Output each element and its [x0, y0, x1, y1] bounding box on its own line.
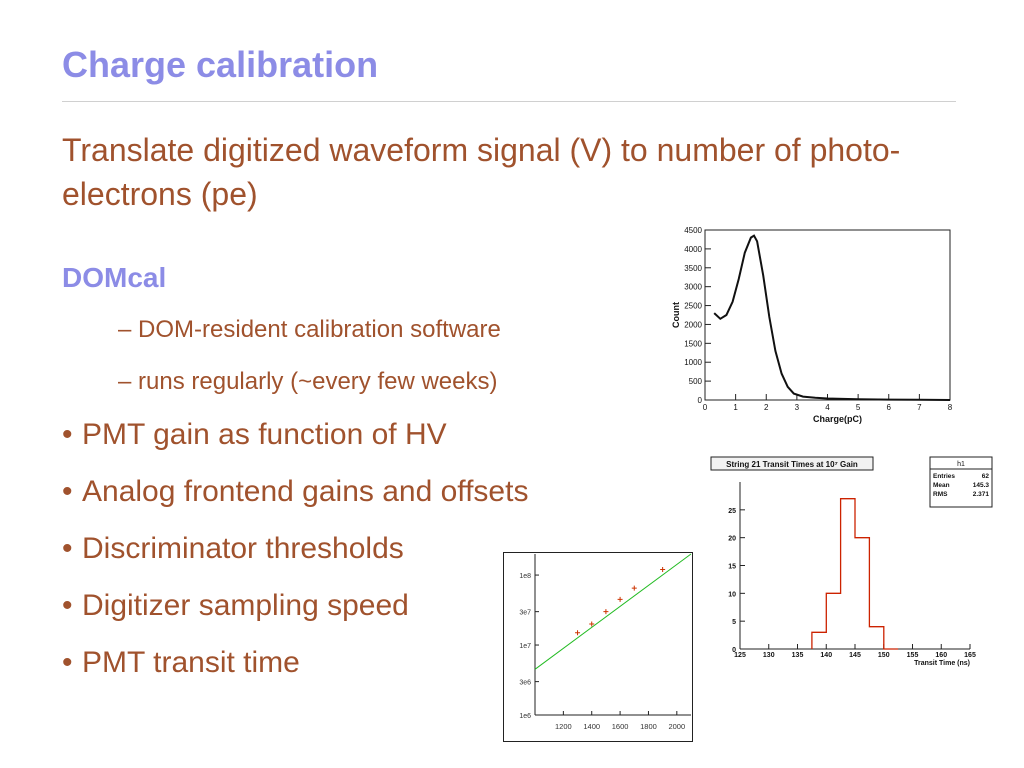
stats-label: RMS — [933, 491, 948, 498]
y-tick-label: 3e7 — [519, 610, 531, 617]
transit-time-histogram: String 21 Transit Times at 10⁷ Gain h1Ent… — [705, 452, 995, 670]
bullet-item: • PMT transit time — [62, 646, 300, 680]
y-tick-label: 1e7 — [519, 643, 531, 650]
x-tick-label: 1200 — [555, 722, 572, 731]
y-tick-label: 1000 — [684, 358, 702, 367]
sub-item-text: runs regularly (~every few weeks) — [138, 368, 498, 395]
x-tick-label: 6 — [887, 403, 892, 412]
y-tick-label: 500 — [689, 377, 703, 386]
stats-label: Entries — [933, 473, 955, 480]
y-tick-label: 0 — [698, 396, 703, 405]
title-divider — [62, 101, 956, 102]
data-point — [617, 596, 623, 602]
sub-item: – DOM-resident calibration software — [118, 316, 501, 344]
x-tick-label: 5 — [856, 403, 861, 412]
x-tick-label: 125 — [734, 652, 746, 659]
y-axis-label: Count — [671, 302, 681, 328]
bullet-item: • PMT gain as function of HV — [62, 418, 447, 452]
y-tick-label: 1500 — [684, 339, 702, 348]
x-tick-label: 145 — [849, 652, 861, 659]
data-point — [589, 621, 595, 627]
x-tick-label: 160 — [935, 652, 947, 659]
y-tick-label: 10 — [728, 591, 736, 598]
bullet-item: • Discriminator thresholds — [62, 532, 404, 566]
bullet-marker: • — [62, 418, 73, 451]
histogram-outline — [811, 498, 899, 650]
bullet-marker: • — [62, 532, 73, 565]
bullet-text: PMT transit time — [82, 646, 300, 679]
charge-distribution-chart: 0 500 1000 1500 2000 2500 3000 3500 4000 4500 0 1 2 3… — [671, 226, 953, 424]
y-tick-label: 5 — [732, 619, 736, 626]
dash-marker: – — [118, 316, 132, 343]
fit-line — [534, 553, 692, 670]
bullet-text: Discriminator thresholds — [82, 532, 404, 565]
section-heading: DOMcal — [62, 262, 167, 293]
x-tick-label: 165 — [964, 652, 976, 659]
stats-value: 62 — [982, 473, 990, 480]
stats-box — [929, 456, 993, 508]
y-tick-label: 1e8 — [519, 573, 531, 580]
bullet-marker: • — [62, 475, 73, 508]
data-point — [575, 630, 581, 636]
x-tick-label: 3 — [795, 403, 800, 412]
intro-text: Translate digitized waveform signal (V) … — [62, 132, 901, 212]
x-tick-label: 1600 — [612, 722, 629, 731]
y-tick-label: 2000 — [684, 320, 702, 329]
chart-title: String 21 Transit Times at 10⁷ Gain — [726, 460, 858, 469]
data-point — [660, 567, 666, 573]
gain-vs-hv-chart: 1e6 3e6 1e7 3e7 1e8 1200 1400 1600 1800 2000 — [503, 552, 693, 742]
y-tick-label: 1e6 — [519, 713, 531, 720]
bullet-marker: • — [62, 589, 73, 622]
bullet-item: • Digitizer sampling speed — [62, 589, 409, 623]
y-tick-label: 15 — [728, 564, 736, 571]
x-tick-label: 1800 — [640, 722, 657, 731]
sub-item-text: DOM-resident calibration software — [138, 316, 501, 343]
bullet-marker: • — [62, 646, 73, 679]
x-tick-label: 150 — [878, 652, 890, 659]
x-tick-label: 2 — [764, 403, 769, 412]
stats-value: 2.371 — [973, 491, 990, 498]
bullet-item: • Analog frontend gains and offsets — [62, 475, 528, 509]
x-tick-label: 140 — [820, 652, 832, 659]
stats-value: 145.3 — [973, 482, 990, 489]
x-tick-label: 0 — [703, 403, 708, 412]
y-tick-label: 4500 — [684, 226, 702, 235]
x-tick-label: 4 — [825, 403, 830, 412]
data-point — [631, 585, 637, 591]
x-axis-label: Charge(pC) — [813, 414, 862, 424]
title-box — [710, 456, 874, 471]
y-tick-label: 25 — [728, 508, 736, 515]
x-tick-label: 135 — [792, 652, 804, 659]
stats-name: h1 — [957, 461, 965, 468]
plot-frame — [704, 229, 951, 401]
x-tick-label: 7 — [917, 403, 922, 412]
bullet-text: PMT gain as function of HV — [82, 418, 447, 451]
x-tick-label: 2000 — [668, 722, 685, 731]
y-tick-label: 20 — [728, 536, 736, 543]
x-tick-label: 8 — [948, 403, 953, 412]
x-tick-label: 130 — [763, 652, 775, 659]
x-tick-label: 1 — [733, 403, 738, 412]
data-point — [603, 609, 609, 615]
bullet-text: Analog frontend gains and offsets — [82, 475, 529, 508]
y-tick-label: 4000 — [684, 245, 702, 254]
x-tick-label: 155 — [907, 652, 919, 659]
y-tick-label: 2500 — [684, 302, 702, 311]
y-tick-label: 3e6 — [519, 680, 531, 687]
stats-label: Mean — [933, 482, 950, 489]
sub-item: – runs regularly (~every few weeks) — [118, 368, 498, 396]
x-tick-label: 1400 — [583, 722, 600, 731]
y-tick-label: 0 — [732, 647, 736, 654]
chart-frame — [503, 552, 693, 742]
bullet-text: Digitizer sampling speed — [82, 589, 409, 622]
y-tick-label: 3500 — [684, 264, 702, 273]
slide-title: Charge calibration — [62, 44, 379, 85]
dash-marker: – — [118, 368, 132, 395]
x-axis-label: Transit Time (ns) — [914, 660, 970, 667]
y-tick-label: 3000 — [684, 283, 702, 292]
charge-curve — [713, 234, 951, 401]
